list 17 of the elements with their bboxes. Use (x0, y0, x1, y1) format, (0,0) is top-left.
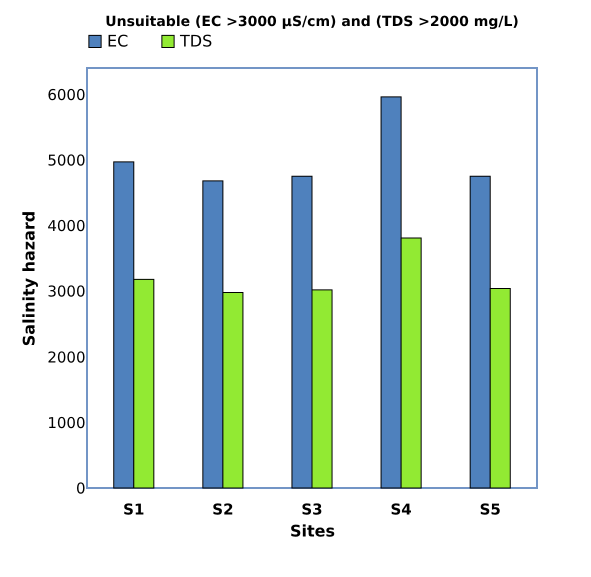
y-tick-label: 5000 (47, 151, 86, 170)
x-axis-title: Sites (290, 522, 336, 540)
x-tick-label: S3 (301, 500, 323, 518)
x-tick-label: S4 (390, 500, 412, 518)
y-axis-title: Salinity hazard (19, 210, 38, 346)
x-tick-label: S2 (212, 500, 234, 518)
chart-title: Unsuitable (EC >3000 µS/cm) and (TDS >2000 mg/L) (105, 14, 519, 30)
x-tick-label: S5 (480, 500, 501, 518)
legend-label: TDS (179, 31, 212, 50)
legend-label: EC (107, 31, 128, 50)
y-tick-label: 0 (76, 480, 86, 498)
y-tick-label: 3000 (47, 282, 86, 301)
y-tick-label: 2000 (47, 348, 86, 366)
y-tick-label: 6000 (47, 86, 86, 104)
y-tick-label: 4000 (47, 217, 86, 235)
x-tick-label: S1 (123, 500, 144, 518)
y-tick-label: 1000 (47, 414, 86, 432)
